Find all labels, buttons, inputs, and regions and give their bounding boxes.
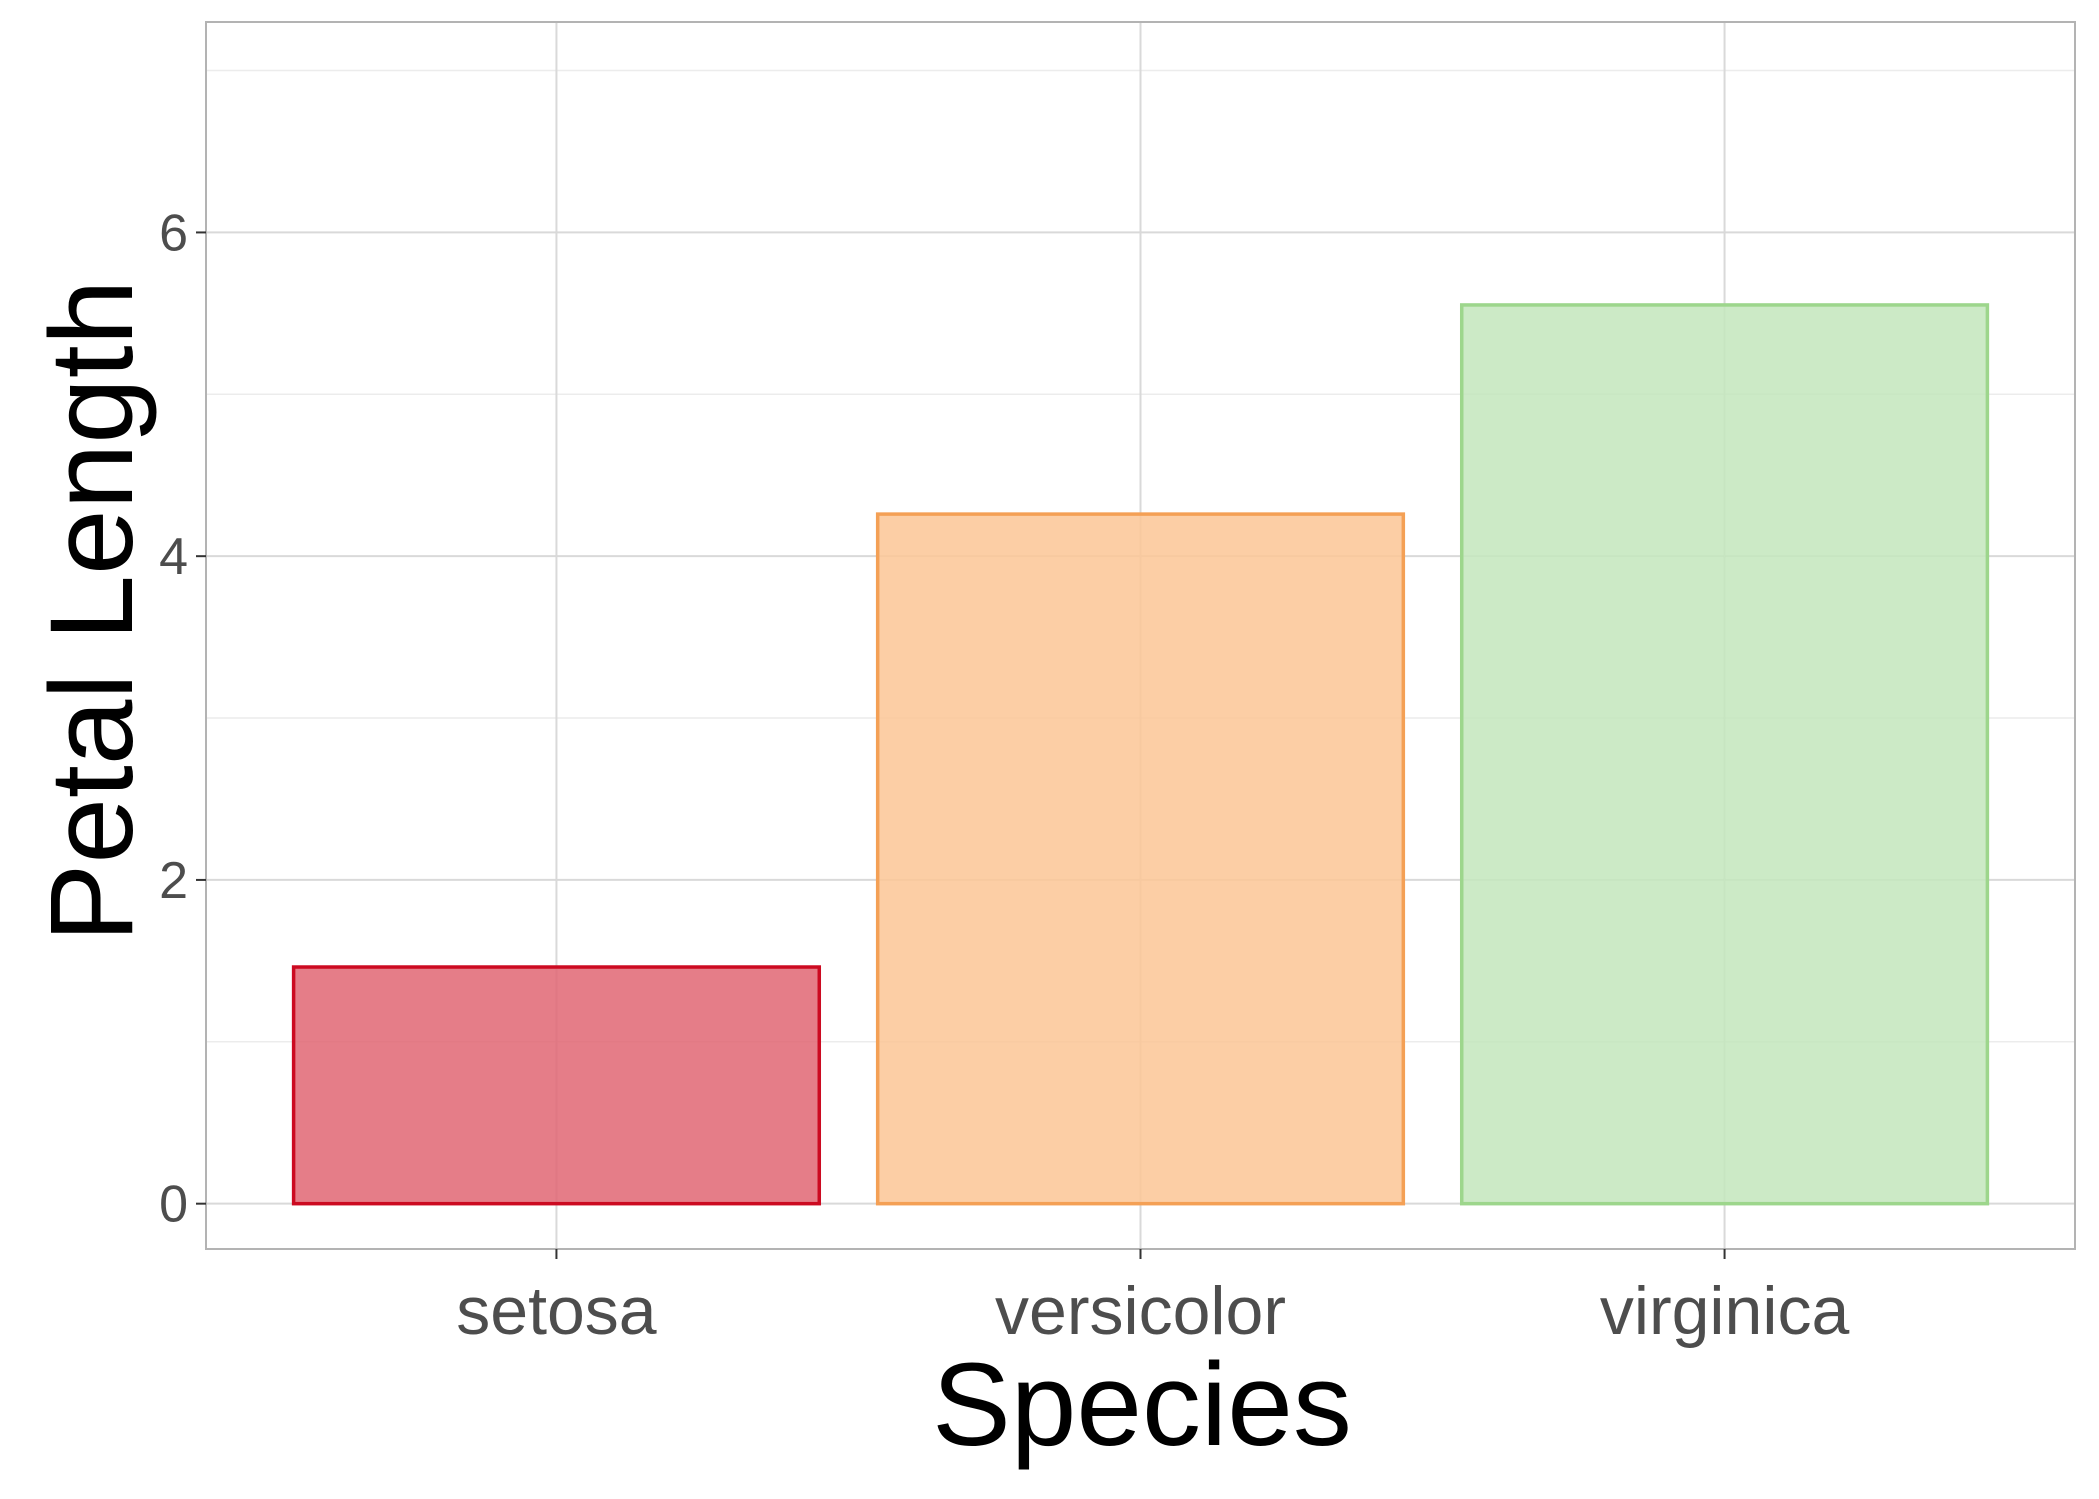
bar-virginica bbox=[1459, 303, 1990, 1206]
bar-setosa bbox=[291, 965, 822, 1206]
x-tick-label: setosa bbox=[456, 1273, 657, 1349]
bar-versicolor bbox=[875, 512, 1406, 1206]
x-axis-ticks: setosa versicolor virginica bbox=[456, 1249, 1849, 1349]
x-tick-label: virginica bbox=[1600, 1273, 1850, 1349]
y-tick-label: 4 bbox=[159, 528, 188, 586]
y-tick-label: 2 bbox=[159, 852, 188, 910]
y-axis-ticks: 0 2 4 6 bbox=[159, 204, 206, 1234]
y-tick-label: 0 bbox=[159, 1176, 188, 1234]
bars bbox=[291, 303, 1990, 1206]
y-tick-label: 6 bbox=[159, 204, 188, 262]
y-axis-title: Petal Length bbox=[26, 280, 158, 943]
x-tick-label: versicolor bbox=[995, 1273, 1286, 1349]
x-axis-title: Species bbox=[932, 1339, 1352, 1471]
